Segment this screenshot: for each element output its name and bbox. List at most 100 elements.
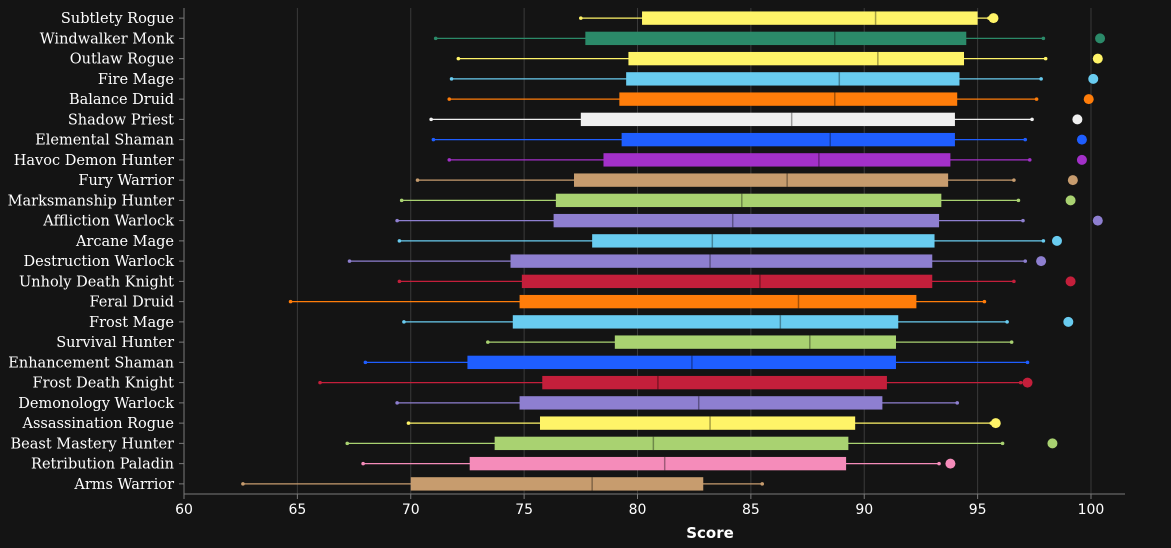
whisker-low-cap	[447, 158, 452, 162]
outlier-point	[1065, 276, 1076, 287]
box-group	[456, 51, 1103, 66]
whisker-high-cap	[1016, 198, 1021, 203]
x-tick-label: 75	[515, 502, 533, 518]
x-tick-label: 60	[175, 502, 193, 518]
box-group	[318, 375, 1033, 390]
whisker-high-cap	[1027, 158, 1032, 162]
whisker-low-cap	[361, 461, 365, 466]
outlier-point	[1065, 195, 1076, 206]
iqr-box	[574, 173, 949, 187]
outlier-point	[1022, 377, 1033, 388]
whisker-low-cap	[397, 239, 402, 243]
outlier-point	[1047, 438, 1058, 449]
whisker-low-cap	[433, 36, 438, 41]
iqr-box	[626, 72, 960, 86]
whisker-high-cap	[1041, 239, 1046, 243]
category-label: Assassination Rogue	[22, 416, 175, 432]
whisker-low-cap	[399, 198, 404, 203]
whisker-high-cap	[1030, 117, 1034, 122]
category-labels: Subtlety Rogue Windwalker Monk Outlaw Rogu…	[8, 11, 184, 493]
whisker-high-cap	[1039, 77, 1043, 81]
box-group	[347, 254, 1047, 268]
iqr-box	[542, 375, 887, 390]
whisker-low-cap	[288, 299, 293, 304]
outlier-point	[945, 458, 956, 469]
whisker-high-cap	[1034, 97, 1039, 101]
whisker-low-cap	[486, 340, 490, 344]
whisker-high-cap	[982, 299, 987, 304]
x-axis: 60 65 70 75 80 85 90 95 100	[175, 8, 1125, 518]
outlier-point	[1067, 175, 1078, 186]
iqr-box	[467, 355, 896, 370]
whisker-low-cap	[402, 320, 406, 324]
category-label: Enhancement Shaman	[8, 355, 174, 371]
whisker-low-cap	[241, 482, 245, 486]
outlier-point	[1076, 154, 1087, 165]
box-group	[288, 294, 987, 309]
iqr-box	[592, 234, 935, 248]
whisker-high-cap	[937, 461, 941, 466]
whisker-low-cap	[449, 77, 454, 81]
iqr-box	[512, 315, 899, 329]
outlier-point	[990, 418, 1001, 429]
category-label: Elemental Shaman	[35, 133, 174, 149]
whisker-low-cap	[345, 441, 350, 446]
category-label: Survival Hunter	[56, 335, 174, 351]
iqr-box	[494, 436, 849, 451]
category-label: Windwalker Monk	[40, 31, 174, 47]
iqr-box	[580, 112, 955, 127]
outlier-point	[1088, 73, 1099, 84]
whisker-high-cap	[1012, 178, 1016, 182]
box-group	[431, 132, 1087, 147]
whisker-high-cap	[1009, 340, 1014, 344]
box-group	[486, 335, 1014, 349]
category-label: Retribution Paladin	[31, 457, 174, 473]
box-group	[395, 213, 1103, 228]
x-tick-label: 85	[742, 502, 760, 518]
outlier-point	[1083, 94, 1094, 105]
outlier-point	[1036, 256, 1047, 267]
whisker-high-cap	[760, 482, 765, 486]
category-label: Havoc Demon Hunter	[14, 153, 174, 169]
iqr-box	[619, 92, 958, 106]
category-label: Shadow Priest	[68, 112, 174, 128]
outlier-point	[1092, 53, 1103, 64]
box-group	[449, 72, 1099, 86]
x-axis-title: Score	[686, 524, 734, 542]
whisker-high-cap	[1018, 380, 1023, 385]
category-label: Fury Warrior	[78, 173, 174, 189]
category-label: Destruction Warlock	[23, 254, 174, 270]
iqr-box	[519, 396, 883, 410]
x-tick-label: 80	[629, 502, 647, 518]
category-label: Arcane Mage	[75, 234, 174, 250]
whisker-low-cap	[406, 421, 411, 425]
iqr-box	[510, 254, 933, 268]
iqr-box	[603, 153, 951, 167]
outlier-point	[1072, 114, 1083, 125]
box-group	[397, 234, 1062, 248]
category-label: Balance Druid	[69, 92, 174, 108]
iqr-box	[628, 51, 965, 66]
whisker-low-cap	[431, 137, 436, 142]
box-group	[415, 173, 1078, 187]
iqr-box	[410, 477, 704, 491]
whisker-low-cap	[397, 279, 402, 284]
outlier-point	[1095, 33, 1106, 44]
category-label: Affliction Warlock	[42, 214, 174, 230]
iqr-box	[469, 456, 847, 471]
outlier-point	[1051, 235, 1062, 246]
box-group	[361, 456, 956, 471]
box-group	[406, 416, 1001, 430]
box-group	[429, 112, 1083, 127]
category-label: Unholy Death Knight	[19, 274, 174, 290]
whisker-high-cap	[1012, 279, 1016, 284]
box-group	[433, 31, 1106, 46]
iqr-box	[621, 132, 955, 147]
whisker-high-cap	[1023, 259, 1028, 263]
x-tick-label: 90	[855, 502, 873, 518]
box-group	[447, 92, 1094, 106]
iqr-box	[553, 213, 940, 228]
iqr-box	[555, 193, 942, 208]
